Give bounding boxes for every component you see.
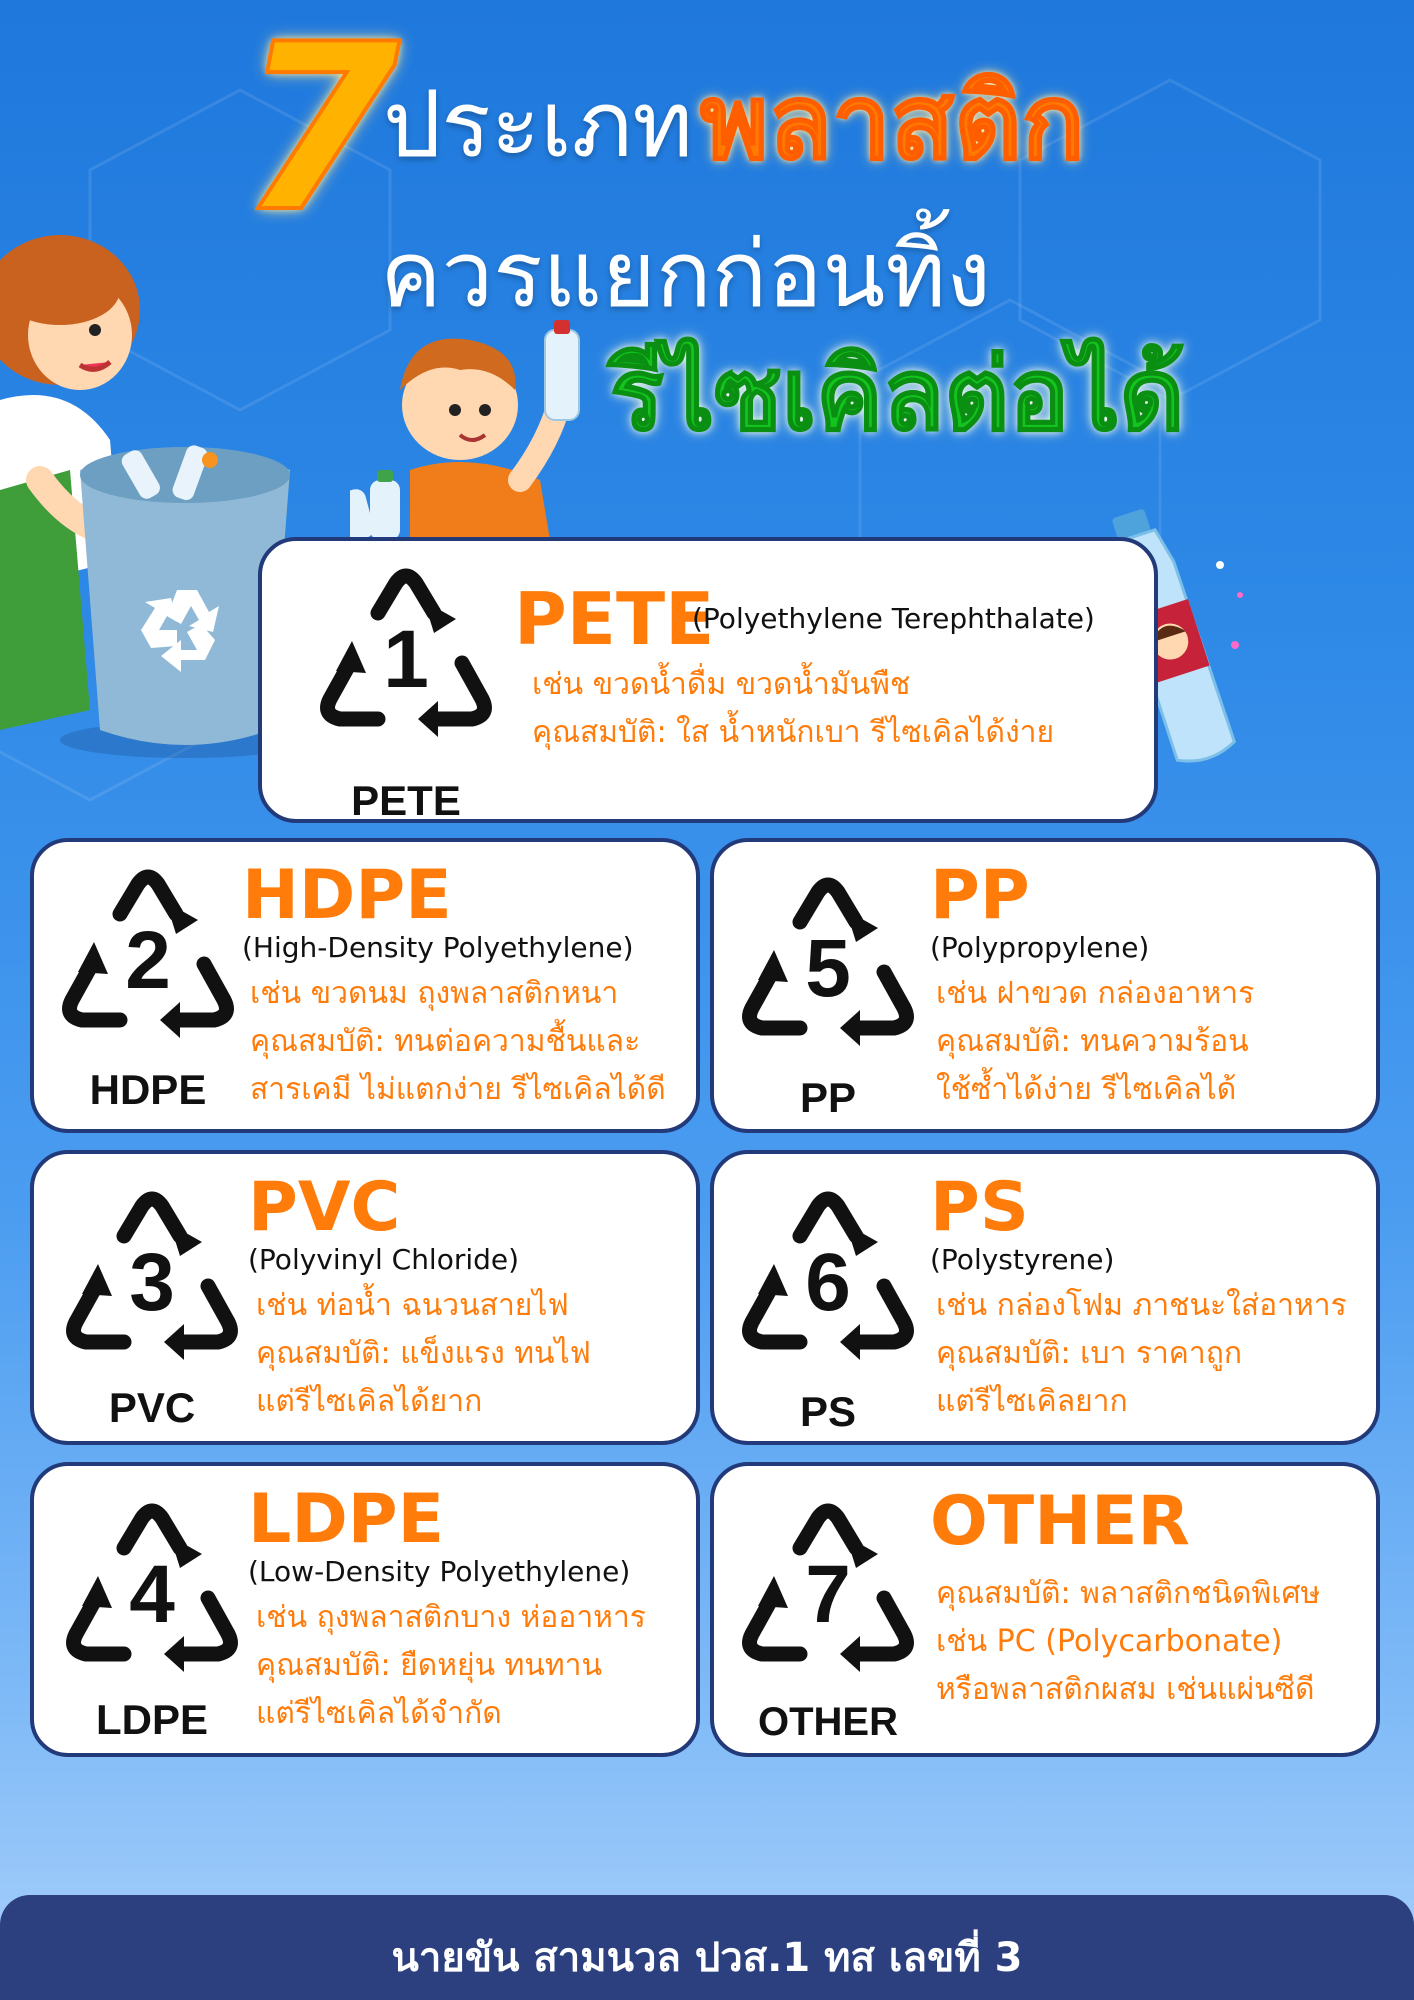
- description-line: หรือพลาสติกผสม เช่นแผ่นซีดี: [936, 1672, 1315, 1707]
- recycle-symbol-1: 1 PETE: [306, 561, 506, 824]
- description-line: เช่น ท่อน้ำ ฉนวนสายไฟ: [256, 1288, 569, 1323]
- description-line: เช่น ฝาขวด กล่องอาหาร: [936, 976, 1255, 1011]
- plastic-description: เช่น ขวดนม ถุงพลาสติกหนา คุณสมบัติ: ทนต่…: [250, 970, 666, 1114]
- plastic-description: เช่น ท่อน้ำ ฉนวนสายไฟ คุณสมบัติ: แข็งแรง…: [256, 1282, 591, 1426]
- plastic-description: คุณสมบัติ: พลาสติกชนิดพิเศษ เช่น PC (Pol…: [936, 1570, 1320, 1714]
- description-line: คุณสมบัติ: ยืดหยุ่น ทนทาน: [256, 1648, 603, 1683]
- plastic-full-name: (Polypropylene): [930, 931, 1150, 964]
- plastic-full-name: (Polyvinyl Chloride): [248, 1243, 520, 1276]
- recycle-triangle-icon: [62, 869, 234, 1038]
- plastic-description: เช่น ขวดน้ำดื่ม ขวดน้ำมันพืช คุณสมบัติ: …: [532, 661, 1054, 757]
- description-line: เช่น ขวดนม ถุงพลาสติกหนา: [250, 976, 619, 1011]
- recycle-symbol-3: 3 PVC: [52, 1184, 252, 1431]
- recycle-symbol-number: 1: [383, 614, 429, 705]
- plastic-card-other: 7 OTHER OTHER คุณสมบัติ: พลาสติกชนิดพิเศ…: [710, 1462, 1380, 1757]
- recycle-symbol-number: 5: [805, 923, 851, 1014]
- recycle-symbol-number: 2: [125, 915, 171, 1006]
- title-line-2: ควรแยกก่อนทิ้ง: [380, 221, 991, 328]
- description-line: คุณสมบัติ: ใส น้ำหนักเบา รีไซเคิลได้ง่าย: [532, 715, 1055, 750]
- recycle-symbol-number: 3: [129, 1237, 175, 1328]
- plastic-card-ldpe: 4 LDPE LDPE (Low-Density Polyethylene) เ…: [30, 1462, 700, 1757]
- plastic-code: LDPE: [248, 1480, 445, 1559]
- plastic-card-pete: 1 PETE PETE (Polyethylene Terephthalate)…: [258, 537, 1158, 824]
- plastic-description: เช่น กล่องโฟม ภาชนะใส่อาหาร คุณสมบัติ: เ…: [936, 1282, 1347, 1426]
- description-line: คุณสมบัติ: เบา ราคาถูก: [936, 1336, 1243, 1371]
- description-line: เช่น กล่องโฟม ภาชนะใส่อาหาร: [936, 1288, 1347, 1323]
- recycle-symbol-number: 7: [805, 1549, 851, 1640]
- recycle-symbol-label: HDPE: [89, 1066, 207, 1113]
- recycle-triangle-icon: [742, 1191, 914, 1360]
- plastic-description: เช่น ฝาขวด กล่องอาหาร คุณสมบัติ: ทนความร…: [936, 970, 1254, 1114]
- plastic-code: PP: [930, 856, 1030, 935]
- description-line: คุณสมบัติ: แข็งแรง ทนไฟ: [256, 1336, 591, 1371]
- plastic-card-hdpe: 2 HDPE HDPE (High-Density Polyethylene) …: [30, 838, 700, 1133]
- description-line: คุณสมบัติ: ทนความร้อน: [936, 1024, 1249, 1059]
- description-line: เช่น PC (Polycarbonate): [936, 1624, 1283, 1659]
- plastic-full-name: (Low-Density Polyethylene): [248, 1555, 631, 1588]
- description-line: เช่น ขวดน้ำดื่ม ขวดน้ำมันพืช: [532, 667, 911, 702]
- recycle-symbol-label: PS: [799, 1388, 857, 1435]
- description-line: เช่น ถุงพลาสติกบาง ห่ออาหาร: [256, 1600, 646, 1635]
- plastic-card-pp: 5 PP PP (Polypropylene) เช่น ฝาขวด กล่อง…: [710, 838, 1380, 1133]
- recycle-symbol-label: OTHER: [758, 1700, 898, 1744]
- description-line: คุณสมบัติ: พลาสติกชนิดพิเศษ: [936, 1576, 1321, 1611]
- recycle-triangle-icon: [320, 568, 492, 737]
- recycle-symbol-5: 5 PP: [728, 870, 928, 1121]
- plastic-code: HDPE: [242, 856, 452, 935]
- recycle-symbol-label: LDPE: [95, 1696, 208, 1743]
- footer-author: นายขัน สามนวล ปวส.1 ทส เลขที่ 3: [391, 1935, 1023, 1981]
- recycle-symbol-label: PVC: [108, 1384, 196, 1431]
- recycle-symbol-4: 4 LDPE: [52, 1496, 252, 1743]
- recycle-symbol-6: 6 PS: [728, 1184, 928, 1435]
- footer-bar: นายขัน สามนวล ปวส.1 ทส เลขที่ 3: [0, 1895, 1414, 2000]
- recycle-triangle-icon: [742, 1503, 914, 1672]
- recycle-icon: [141, 590, 219, 672]
- plastic-card-ps: 6 PS PS (Polystyrene) เช่น กล่องโฟม ภาชน…: [710, 1150, 1380, 1445]
- recycle-symbol-number: 4: [129, 1549, 175, 1640]
- recycle-bag-illustration: [60, 445, 310, 758]
- recycle-triangle-icon: [66, 1191, 238, 1360]
- recycle-symbol-label: PETE: [351, 777, 461, 824]
- plastic-code: OTHER: [930, 1482, 1190, 1561]
- plastic-full-name: (Polyethylene Terephthalate): [692, 602, 1095, 635]
- recycle-symbol-number: 6: [805, 1237, 851, 1328]
- description-line: แต่รีไซเคิลได้จำกัด: [256, 1696, 502, 1731]
- title-line-1: ประเภท: [383, 71, 693, 178]
- description-line: คุณสมบัติ: ทนต่อความชื้นและ: [250, 1024, 641, 1059]
- title-highlight-plastic: พลาสติก: [699, 61, 1086, 183]
- recycle-symbol-2: 2 HDPE: [48, 862, 248, 1113]
- boy-illustration: [350, 320, 580, 540]
- plastic-card-pvc: 3 PVC PVC (Polyvinyl Chloride) เช่น ท่อน…: [30, 1150, 700, 1445]
- plastic-code: PETE: [514, 577, 715, 661]
- description-line: สารเคมี ไม่แตกง่าย รีไซเคิลได้ดี: [250, 1072, 666, 1107]
- title-number: 7: [238, 0, 402, 263]
- recycle-triangle-icon: [742, 877, 914, 1046]
- recycle-triangle-icon: [66, 1503, 238, 1672]
- plastic-code: PS: [930, 1168, 1029, 1247]
- plastic-code: PVC: [248, 1168, 401, 1247]
- description-line: ใช้ซ้ำได้ง่าย รีไซเคิลได้: [936, 1072, 1237, 1107]
- plastic-full-name: (High-Density Polyethylene): [242, 931, 634, 964]
- recycle-symbol-7: 7 OTHER: [728, 1496, 928, 1744]
- description-line: แต่รีไซเคิลได้ยาก: [256, 1384, 483, 1419]
- plastic-full-name: (Polystyrene): [930, 1243, 1115, 1276]
- plastic-description: เช่น ถุงพลาสติกบาง ห่ออาหาร คุณสมบัติ: ย…: [256, 1594, 646, 1738]
- recycle-symbol-label: PP: [799, 1074, 857, 1121]
- description-line: แต่รีไซเคิลยาก: [936, 1384, 1128, 1419]
- title-line-3-recycle: รีไซเคิลต่อได้: [609, 335, 1185, 454]
